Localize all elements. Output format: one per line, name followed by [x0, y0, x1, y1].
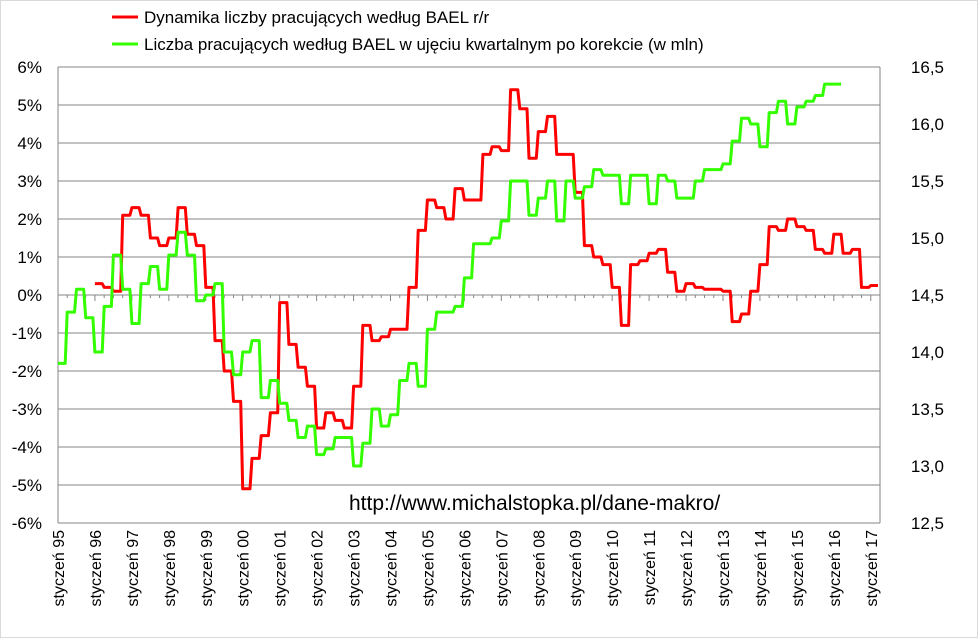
left-tick-label: 4%: [17, 134, 42, 153]
left-tick-label: -3%: [12, 400, 42, 419]
right-axis-ticks: 16,5 16,0 15,5 15,0 14,5 14,0 13,5 13,0 12,5: [911, 58, 944, 533]
x-tick-label: styczeń 13: [716, 530, 733, 607]
left-tick-label: 3%: [17, 172, 42, 191]
left-tick-label: -1%: [12, 324, 42, 343]
legend-label-red: Dynamika liczby pracujących według BAEL …: [144, 8, 490, 27]
left-axis-ticks: 6% 5% 4% 3% 2% 1% 0% -1% -2% -3% -4% -5% -6%: [12, 58, 42, 533]
right-tick-label: 13,0: [911, 457, 944, 476]
right-tick-label: 15,0: [911, 229, 944, 248]
left-tick-label: -4%: [12, 438, 42, 457]
left-tick-label: -6%: [12, 514, 42, 533]
x-axis-ticks: styczeń 95 styczeń 96 styczeń 97 styczeń 98…: [51, 530, 881, 607]
left-tick-label: 6%: [17, 58, 42, 77]
x-tick-label: styczeń 97: [125, 530, 142, 607]
x-tick-label: styczeń 96: [88, 530, 105, 607]
x-tick-label: styczeń 06: [457, 530, 474, 607]
x-tick-label: styczeń 03: [347, 530, 364, 607]
right-tick-label: 15,5: [911, 172, 944, 191]
right-tick-label: 12,5: [911, 514, 944, 533]
x-tick-label: styczeń 04: [383, 530, 400, 607]
watermark-url: http://www.michalstopka.pl/dane-makro/: [349, 492, 720, 515]
x-tick-label: styczeń 02: [310, 530, 327, 607]
series-lines: [58, 82, 878, 491]
x-tick-label: styczeń 00: [236, 530, 253, 607]
left-tick-label: -5%: [12, 476, 42, 495]
x-tick-label: styczeń 98: [162, 530, 179, 607]
left-tick-label: -2%: [12, 362, 42, 381]
x-tick-label: styczeń 01: [273, 530, 290, 607]
right-tick-label: 13,5: [911, 400, 944, 419]
series-line-employment-yoy: [94, 88, 878, 491]
left-tick-label: 2%: [17, 210, 42, 229]
x-tick-label: styczeń 05: [420, 530, 437, 607]
x-tick-label: styczeń 14: [753, 530, 770, 607]
x-tick-label: styczeń 07: [494, 530, 511, 607]
x-tick-label: styczeń 09: [568, 530, 585, 607]
x-tick-label: styczeń 95: [51, 530, 68, 607]
left-tick-label: 5%: [17, 96, 42, 115]
x-tick-label: styczeń 08: [531, 530, 548, 607]
right-tick-label: 16,5: [911, 58, 944, 77]
x-tick-label: styczeń 10: [605, 530, 622, 607]
x-tick-label: styczeń 16: [827, 530, 844, 607]
gridlines: [57, 66, 881, 524]
series-line-employment-level: [58, 82, 842, 468]
x-tick-label: styczeń 17: [864, 530, 881, 607]
x-tick-label: styczeń 15: [790, 530, 807, 607]
right-tick-label: 14,0: [911, 343, 944, 362]
right-tick-label: 14,5: [911, 286, 944, 305]
legend: Dynamika liczby pracujących według BAEL …: [112, 8, 704, 54]
legend-label-green: Liczba pracujących według BAEL w ujęciu …: [144, 35, 704, 54]
x-tick-label: styczeń 12: [679, 530, 696, 607]
right-tick-label: 16,0: [911, 115, 944, 134]
x-tick-label: styczeń 11: [642, 530, 659, 605]
left-tick-label: 0%: [17, 286, 42, 305]
left-tick-label: 1%: [17, 248, 42, 267]
x-tick-label: styczeń 99: [199, 530, 216, 607]
